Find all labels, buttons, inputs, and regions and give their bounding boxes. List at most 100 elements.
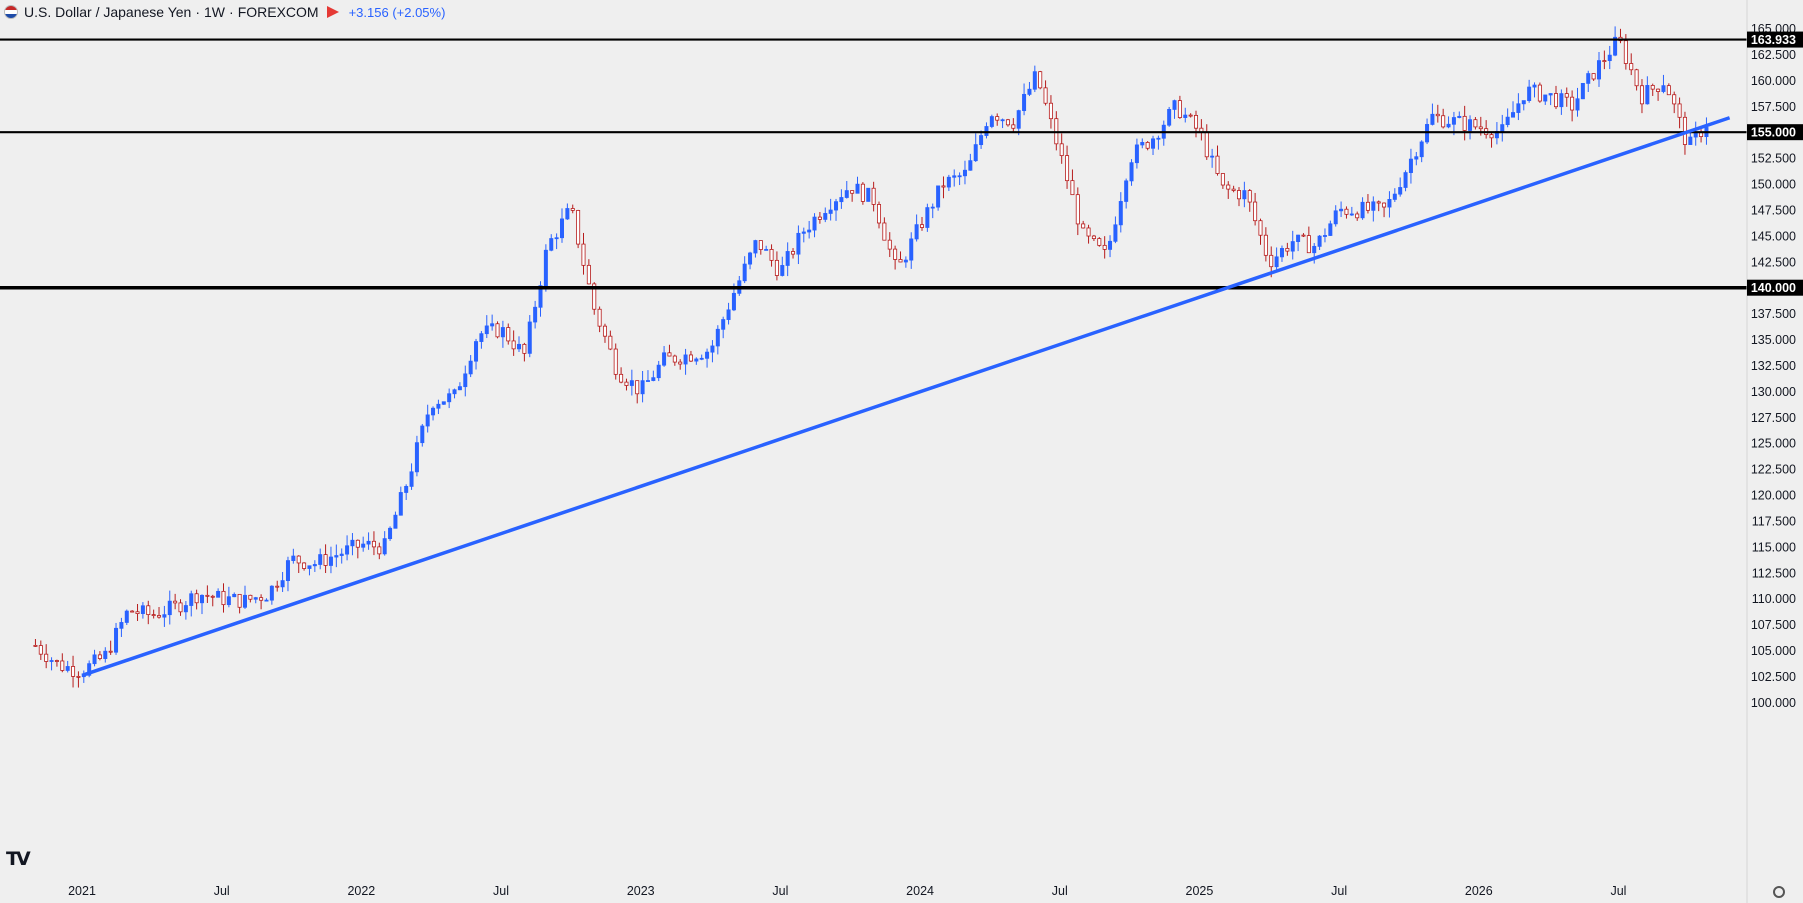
- candle-body: [323, 554, 328, 566]
- y-tick-label: 132.500: [1751, 359, 1796, 373]
- candle-body: [1306, 235, 1311, 254]
- candle-body: [1478, 126, 1483, 130]
- candle-body: [1688, 136, 1693, 145]
- candle-body: [1145, 142, 1150, 149]
- y-tick-label: 100.000: [1751, 696, 1796, 710]
- candle-body: [549, 238, 554, 251]
- candle-body: [656, 364, 661, 379]
- y-tick-label: 102.500: [1751, 670, 1796, 684]
- candle-body: [839, 197, 844, 203]
- candle-body: [683, 354, 688, 365]
- candle-body: [1151, 138, 1156, 149]
- candle-body: [194, 593, 199, 604]
- settings-icon[interactable]: [1773, 886, 1785, 898]
- candle-body: [1220, 173, 1225, 186]
- candle-body: [710, 345, 715, 353]
- candle-body: [893, 248, 898, 260]
- candle-body: [425, 414, 430, 427]
- candle-body: [189, 593, 194, 606]
- candle-body: [667, 352, 672, 357]
- candle-body: [237, 593, 242, 608]
- candle-body: [1134, 144, 1139, 164]
- level-price-badge: [1747, 279, 1803, 296]
- candle-body: [543, 249, 548, 287]
- candle-body: [758, 240, 763, 250]
- y-tick-label: 147.500: [1751, 203, 1796, 217]
- candle-body: [506, 327, 511, 342]
- candle-body: [753, 240, 758, 254]
- candle-body: [1339, 208, 1344, 212]
- time-axis[interactable]: 2021 Jul 2022 Jul 2023 Jul 2024 Jul 2025 Jul 2026 J…: [68, 884, 1626, 898]
- candle-body: [1005, 119, 1010, 126]
- y-tick-label: 115.000: [1752, 540, 1796, 554]
- candle-body: [248, 594, 253, 600]
- candle-body: [1371, 201, 1376, 211]
- candle-body: [1312, 245, 1317, 254]
- candle-body: [1043, 87, 1048, 104]
- candle-body: [1403, 172, 1408, 188]
- candle-body: [1022, 93, 1027, 112]
- candle-body: [474, 341, 479, 362]
- candle-body: [1097, 238, 1102, 246]
- flag-marker-icon[interactable]: [326, 6, 339, 18]
- candle-body: [1564, 93, 1569, 98]
- candle-body: [1521, 100, 1526, 105]
- candle-body: [1183, 114, 1188, 118]
- candle-body: [1511, 112, 1516, 118]
- candle-body: [570, 208, 575, 211]
- candle-body: [1027, 88, 1032, 95]
- candle-body: [1382, 202, 1387, 208]
- candle-body: [1322, 235, 1327, 237]
- level-price-badge: [1747, 124, 1803, 141]
- candle-body: [705, 351, 710, 359]
- candle-body: [1258, 220, 1263, 236]
- symbol-header[interactable]: U.S. Dollar / Japanese Yen · 1W · FOREXC…: [4, 2, 445, 22]
- candle-body: [1091, 235, 1096, 240]
- candle-body: [452, 389, 457, 395]
- usd-flag-icon: [4, 5, 18, 19]
- candle-body: [721, 319, 726, 330]
- candle-body: [586, 264, 591, 285]
- candle-body: [302, 562, 307, 569]
- candle-body: [1468, 119, 1473, 131]
- candle-body: [909, 238, 914, 261]
- candle-body: [1253, 201, 1258, 222]
- candle-body: [624, 381, 629, 386]
- tradingview-logo-icon[interactable]: TV: [6, 848, 31, 870]
- trendline[interactable]: [81, 116, 1731, 678]
- candle-body: [431, 407, 436, 416]
- candle-body: [280, 580, 285, 588]
- candle-body: [1570, 96, 1575, 111]
- candle-body: [221, 590, 226, 606]
- x-tick-label: 2024: [906, 884, 934, 898]
- candle-body: [44, 653, 49, 662]
- candle-body: [334, 555, 339, 558]
- candle-body: [817, 216, 822, 220]
- candle-body: [989, 116, 994, 127]
- y-tick-label: 120.000: [1751, 489, 1796, 503]
- candle-body: [1011, 124, 1016, 129]
- candle-body: [291, 555, 296, 561]
- timeframe[interactable]: 1W: [204, 4, 226, 20]
- candle-body: [1532, 84, 1537, 88]
- candle-body: [973, 144, 978, 162]
- candle-body: [1290, 241, 1295, 252]
- candle-body: [178, 602, 183, 613]
- candle-body: [1285, 248, 1290, 252]
- candle-body: [613, 348, 618, 375]
- candle-body: [54, 660, 59, 662]
- level-price-label: 155.000: [1751, 126, 1796, 140]
- candle-body: [1349, 213, 1354, 216]
- candle-body: [1602, 60, 1607, 62]
- candle-body: [807, 229, 812, 233]
- candle-body: [764, 249, 769, 251]
- candle-body: [1537, 84, 1542, 102]
- candle-body: [1543, 94, 1548, 102]
- candle-body: [119, 622, 124, 629]
- candle-body: [1408, 158, 1413, 173]
- horizontal-levels-layer: [0, 38, 1747, 290]
- candle-body: [1446, 123, 1451, 128]
- candle-body: [318, 554, 323, 565]
- candle-body: [559, 218, 564, 239]
